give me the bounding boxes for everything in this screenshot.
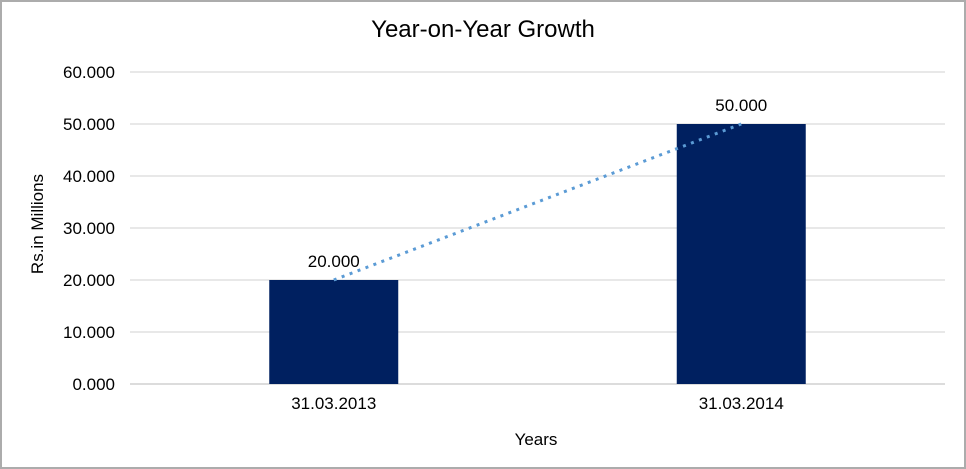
bar-value-label: 50.000 [715, 96, 767, 115]
y-tick-label: 50.000 [63, 115, 115, 134]
bar [676, 124, 806, 384]
bar [269, 280, 399, 384]
y-tick-label: 60.000 [63, 63, 115, 82]
x-category-label: 31.03.2014 [699, 394, 784, 413]
y-tick-label: 30.000 [63, 219, 115, 238]
y-tick-label: 40.000 [63, 167, 115, 186]
chart-title: Year-on-Year Growth [371, 16, 595, 43]
x-axis-title: Years [514, 430, 558, 449]
y-tick-label: 0.000 [72, 375, 115, 394]
y-tick-label: 20.000 [63, 271, 115, 290]
x-category-label: 31.03.2013 [291, 394, 376, 413]
bar-value-label: 20.000 [308, 252, 360, 271]
y-tick-label: 10.000 [63, 323, 115, 342]
